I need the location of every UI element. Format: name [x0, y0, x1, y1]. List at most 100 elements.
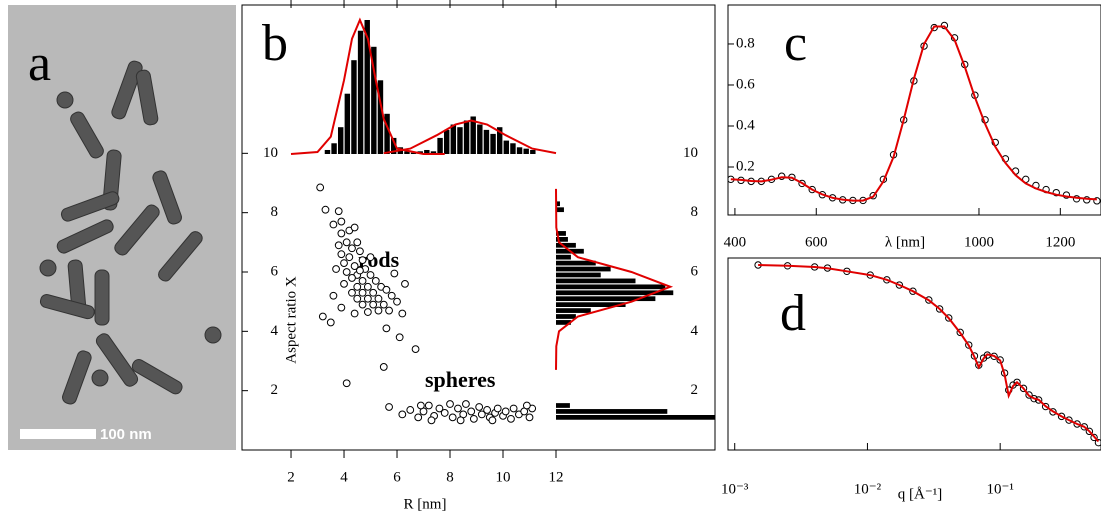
- data-point: [1013, 378, 1021, 386]
- panel-label: c: [784, 15, 807, 72]
- hist-bar: [556, 266, 611, 272]
- x-tick-label: 10⁻²: [854, 481, 882, 497]
- data-point: [385, 403, 393, 411]
- hist-bar: [450, 124, 457, 154]
- hist-bar: [377, 80, 384, 154]
- x-tick-label: 2: [287, 469, 295, 485]
- hist-bar: [351, 60, 357, 155]
- y-tick-label-right: 6: [691, 263, 699, 279]
- data-point: [869, 192, 877, 200]
- hist-bar: [483, 129, 490, 154]
- fit-curve: [730, 25, 1097, 202]
- data-point: [1090, 433, 1098, 442]
- data-point: [448, 413, 457, 422]
- points: [316, 183, 537, 425]
- data-point: [356, 266, 364, 275]
- hist-bar: [516, 147, 523, 154]
- fit-curve: [383, 119, 557, 155]
- data-point: [348, 288, 356, 297]
- hist-bar: [556, 415, 715, 420]
- data-point: [358, 277, 367, 285]
- data-point: [990, 352, 998, 361]
- data-point: [358, 300, 367, 309]
- x-tick-label: 400: [724, 234, 747, 250]
- data-point: [342, 268, 351, 276]
- data-point: [945, 314, 953, 322]
- y-tick-label: 0.2: [736, 158, 755, 174]
- data-point: [379, 300, 388, 309]
- hist-bar: [503, 140, 510, 154]
- hist-bar: [556, 254, 571, 260]
- data-point: [342, 379, 351, 388]
- hist-bar: [556, 302, 626, 307]
- data-point: [522, 401, 531, 410]
- data-point: [358, 288, 367, 297]
- data-point: [342, 238, 351, 247]
- hist-bar: [344, 93, 351, 154]
- y-tick-label: 0.8: [736, 35, 755, 51]
- data-point: [1052, 188, 1060, 197]
- y-tick-label: 6: [271, 263, 279, 279]
- hist-bar: [556, 284, 666, 290]
- y-tick-label-right: 4: [691, 323, 699, 339]
- data-point: [435, 404, 444, 413]
- x-tick-label: 10⁻¹: [986, 481, 1013, 497]
- fit-curve: [555, 188, 674, 370]
- data-point: [363, 294, 372, 303]
- data-point: [393, 297, 401, 306]
- data-point: [326, 318, 335, 327]
- data-point: [337, 303, 346, 312]
- data-point: [1094, 438, 1101, 447]
- data-point: [369, 300, 378, 309]
- data-point: [398, 410, 407, 419]
- data-point: [329, 220, 338, 229]
- data-point: [371, 277, 380, 285]
- panel-label: b: [262, 15, 288, 72]
- data-point: [507, 414, 515, 423]
- data-point: [353, 238, 362, 247]
- hist-bar: [556, 201, 560, 207]
- hist-bar: [556, 290, 674, 296]
- hist-bar: [424, 149, 430, 154]
- hist-bar: [556, 278, 636, 284]
- y-tick-label: 2: [271, 382, 279, 398]
- data-point: [808, 185, 816, 194]
- x-axis-label: q [Å⁻¹]: [898, 486, 943, 502]
- hist-bar: [530, 149, 536, 154]
- fit-curve: [758, 264, 1100, 443]
- data-point: [363, 308, 372, 316]
- hist-bar: [477, 124, 483, 154]
- nanorods: [39, 60, 222, 405]
- x-tick-label: 12: [549, 469, 564, 485]
- data-point: [334, 241, 343, 250]
- hist-bar: [470, 116, 476, 154]
- hist-bar: [556, 403, 570, 408]
- hist-bar: [430, 151, 437, 154]
- hist-bar: [331, 143, 337, 154]
- axes: 400 600 1000 1200 0.2 0.4 0.6 0.8 λ [nm] c: [724, 4, 1101, 250]
- data-point: [358, 256, 367, 265]
- data-point: [340, 259, 348, 268]
- data-point: [348, 274, 356, 282]
- x-axis-label: R [nm]: [404, 496, 447, 512]
- y-tick-label: 4: [271, 323, 279, 339]
- hist-bar: [371, 46, 377, 154]
- data-point: [416, 401, 425, 410]
- hist-bar: [443, 129, 450, 154]
- hist-bar: [556, 207, 564, 213]
- data-point: [909, 287, 917, 295]
- data-point: [930, 23, 938, 32]
- data-point: [316, 183, 325, 192]
- x-tick-label: 4: [340, 469, 348, 485]
- data-point: [798, 179, 806, 188]
- data-point: [334, 207, 343, 216]
- data-point: [329, 291, 338, 300]
- data-point: [1080, 423, 1088, 431]
- data-point: [1019, 384, 1028, 393]
- data-point: [467, 407, 476, 416]
- hist-bar: [324, 149, 331, 154]
- histogram: [555, 188, 715, 420]
- data-point: [350, 309, 359, 318]
- hist-bar: [556, 242, 576, 248]
